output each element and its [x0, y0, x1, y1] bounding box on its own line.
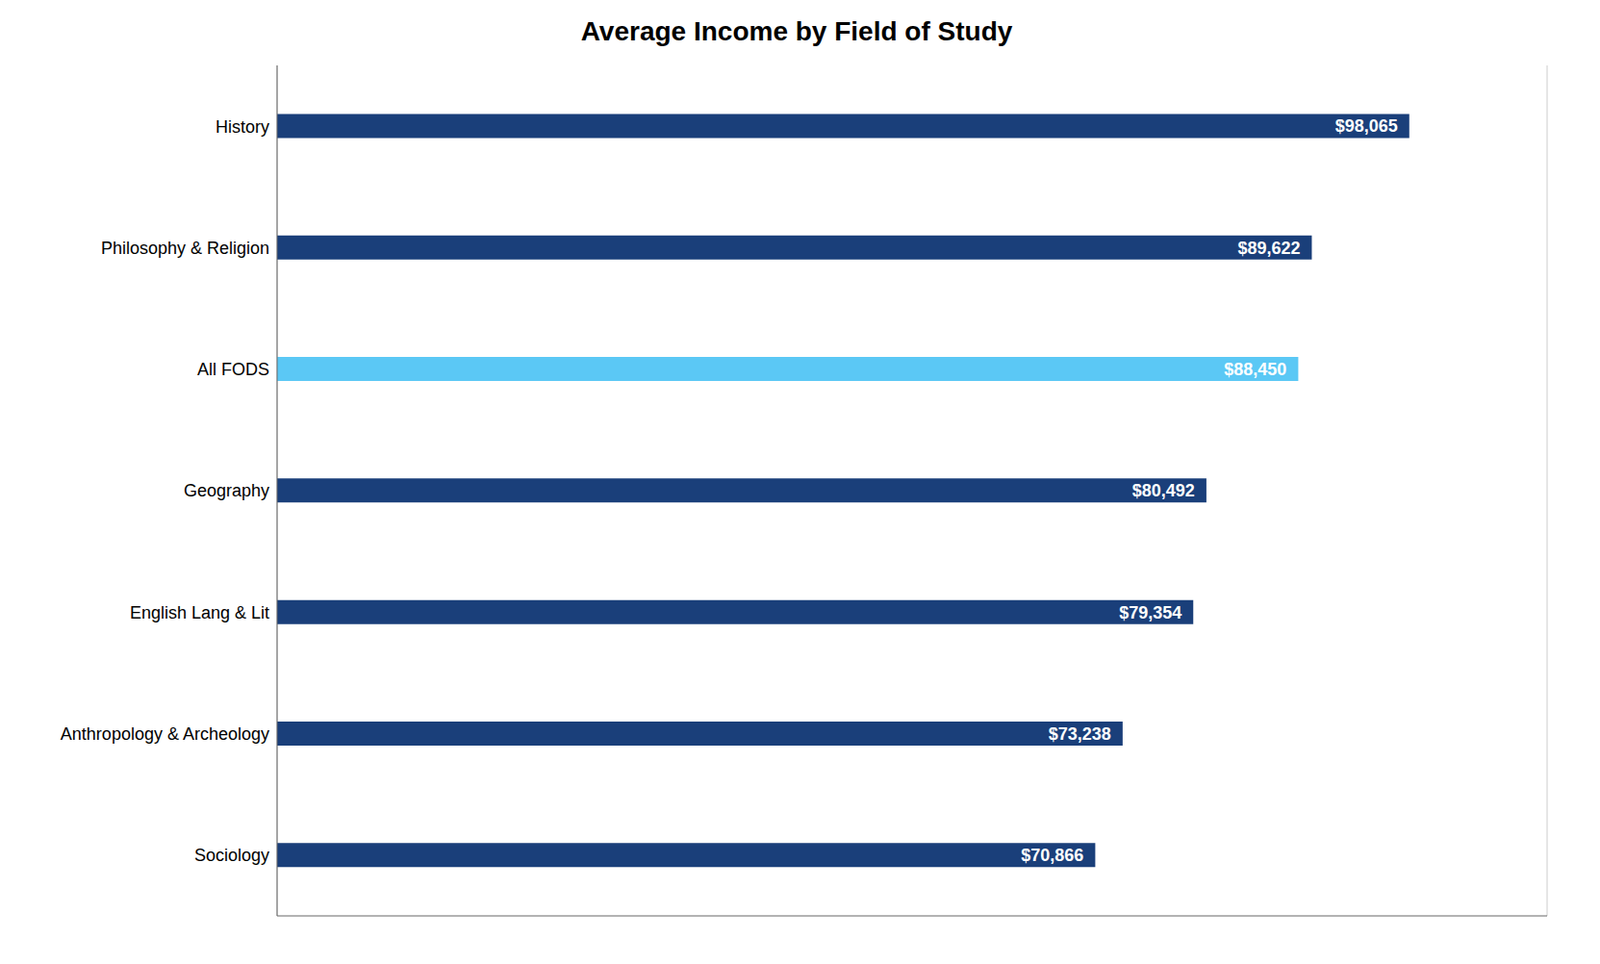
svg-text:$80,492: $80,492 [1132, 481, 1195, 501]
svg-text:$89,622: $89,622 [1237, 238, 1300, 258]
svg-text:All FODS: All FODS [197, 359, 270, 380]
svg-text:$70,866: $70,866 [1020, 845, 1084, 865]
svg-text:Anthropology & Archeology: Anthropology & Archeology [60, 724, 270, 744]
svg-text:Philosophy & Religion: Philosophy & Religion [101, 238, 270, 258]
svg-text:History: History [215, 117, 270, 137]
svg-text:English Lang & Lit: English Lang & Lit [129, 603, 270, 623]
svg-text:Sociology: Sociology [194, 845, 270, 865]
svg-text:$73,238: $73,238 [1048, 724, 1112, 744]
svg-text:Geography: Geography [183, 481, 270, 501]
svg-text:$79,354: $79,354 [1118, 603, 1182, 623]
svg-text:$88,450: $88,450 [1223, 359, 1287, 380]
svg-text:$98,065: $98,065 [1335, 116, 1398, 136]
html-text:Average Income by Field of Stu: Average Income by Field of Study [580, 16, 1013, 47]
